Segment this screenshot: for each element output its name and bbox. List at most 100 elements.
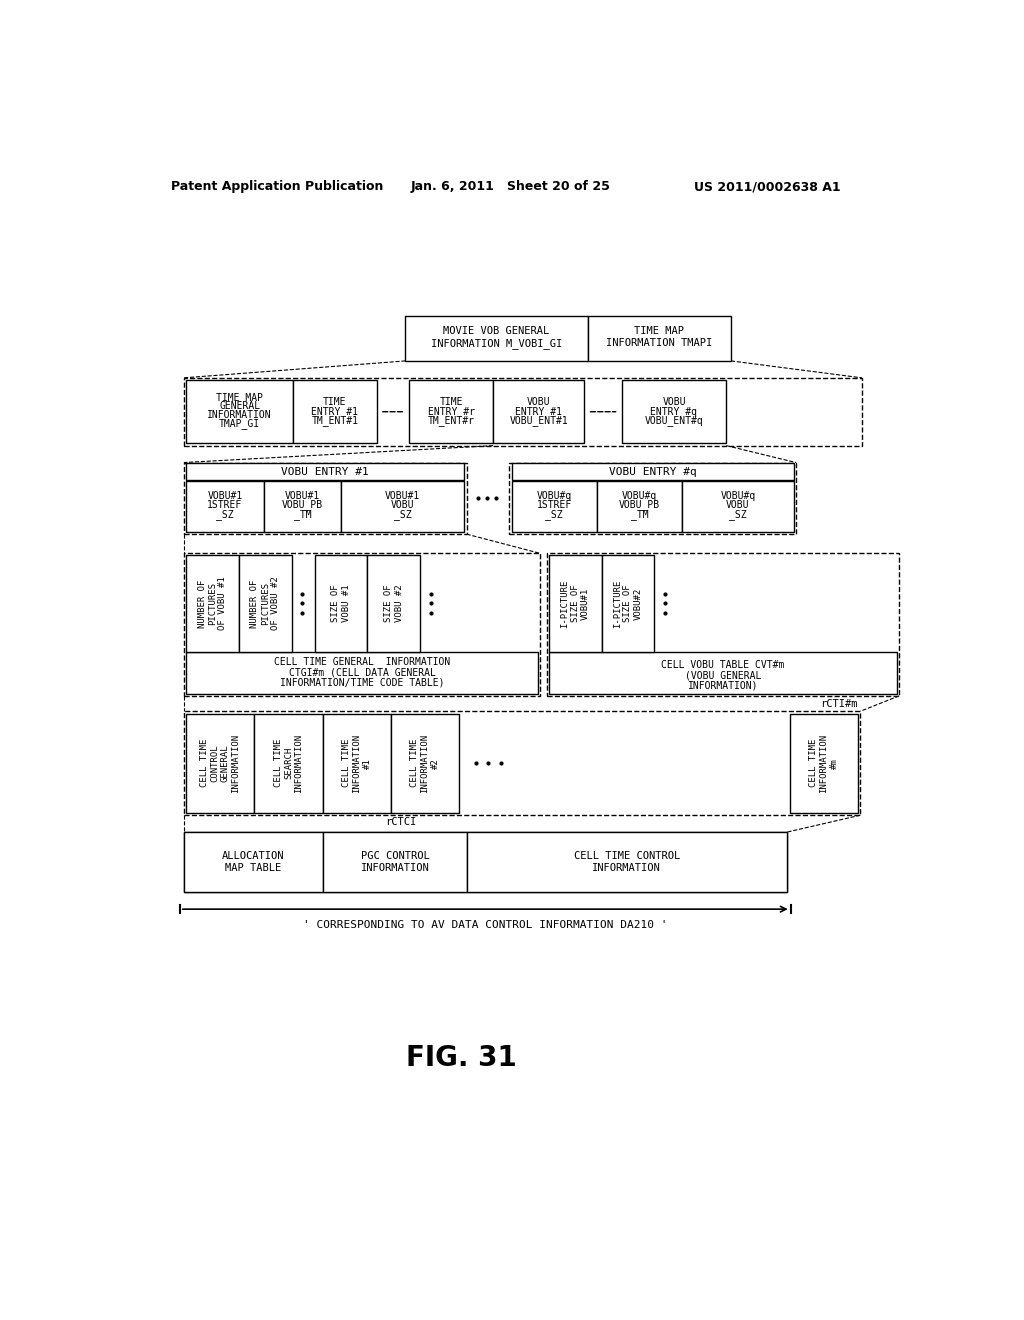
Text: VOBU_PB: VOBU_PB (282, 499, 323, 511)
Text: INFORMATION: INFORMATION (207, 409, 272, 420)
Text: ENTRY #r: ENTRY #r (428, 407, 475, 417)
Text: ENTRY #1: ENTRY #1 (311, 407, 358, 417)
Bar (682, 480, 794, 532)
Bar (186, 380, 293, 444)
Text: NUMBER OF
PICTURES
OF VOBU #1: NUMBER OF PICTURES OF VOBU #1 (198, 577, 227, 631)
Text: CELL TIME
INFORMATION
#1: CELL TIME INFORMATION #1 (342, 734, 372, 793)
Text: I-PICTURE
SIZE OF
VOBU#1: I-PICTURE SIZE OF VOBU#1 (560, 579, 590, 627)
Text: VOBU ENTRY #q: VOBU ENTRY #q (609, 467, 696, 477)
Bar (293, 380, 377, 444)
Bar (597, 480, 682, 532)
Bar (601, 554, 654, 652)
Text: SIZE OF
VOBU #2: SIZE OF VOBU #2 (384, 585, 403, 622)
Bar (406, 317, 588, 360)
Text: INFORMATION): INFORMATION) (687, 681, 758, 690)
Bar (183, 462, 467, 535)
Text: ENTRY #q: ENTRY #q (650, 407, 697, 417)
Text: CTGI#m (CELL DATA GENERAL: CTGI#m (CELL DATA GENERAL (289, 668, 435, 677)
Bar (368, 554, 420, 652)
Bar (512, 463, 794, 480)
Text: TM_ENT#1: TM_ENT#1 (311, 416, 358, 426)
Bar (186, 554, 239, 652)
Text: CELL TIME CONTROL: CELL TIME CONTROL (573, 851, 680, 861)
Text: rCTI#m: rCTI#m (820, 698, 857, 709)
Bar (263, 480, 341, 532)
Text: INFORMATION/TIME CODE TABLE): INFORMATION/TIME CODE TABLE) (280, 677, 444, 688)
Text: US 2011/0002638 A1: US 2011/0002638 A1 (693, 181, 841, 194)
Bar (186, 714, 254, 813)
Bar (549, 554, 601, 652)
Text: (VOBU GENERAL: (VOBU GENERAL (685, 671, 761, 680)
Text: VOBU: VOBU (663, 397, 686, 408)
Text: NUMBER OF
PICTURES
OF VOBU #2: NUMBER OF PICTURES OF VOBU #2 (250, 577, 281, 631)
Text: PGC CONTROL: PGC CONTROL (360, 851, 429, 861)
Text: VOBU: VOBU (527, 397, 551, 408)
Text: VOBU: VOBU (391, 500, 415, 510)
Text: TM_ENT#r: TM_ENT#r (428, 416, 475, 426)
Bar (254, 714, 323, 813)
Text: _SZ: _SZ (216, 508, 233, 520)
Bar (183, 711, 860, 816)
Bar (323, 714, 391, 813)
Text: VOBU_PB: VOBU_PB (618, 499, 660, 511)
Text: SIZE OF
VOBU #1: SIZE OF VOBU #1 (332, 585, 351, 622)
Text: I-PICTURE
SIZE OF
VOBU#2: I-PICTURE SIZE OF VOBU#2 (613, 579, 643, 627)
Text: VOBU ENTRY #1: VOBU ENTRY #1 (282, 467, 369, 477)
Text: CELL TIME
INFORMATION
#2: CELL TIME INFORMATION #2 (410, 734, 439, 793)
Text: CELL TIME
INFORMATION
#m: CELL TIME INFORMATION #m (809, 734, 839, 793)
Text: _SZ: _SZ (546, 508, 563, 520)
Bar (186, 652, 538, 694)
Text: ' CORRESPONDING TO AV DATA CONTROL INFORMATION DA210 ': ' CORRESPONDING TO AV DATA CONTROL INFOR… (303, 920, 668, 929)
Text: TIME MAP: TIME MAP (216, 393, 263, 403)
Bar (391, 714, 459, 813)
Bar (186, 463, 464, 480)
Bar (341, 480, 464, 532)
Text: VOBU#q: VOBU#q (720, 491, 756, 500)
Text: INFORMATION: INFORMATION (360, 863, 429, 874)
Text: _SZ: _SZ (394, 508, 412, 520)
Text: MAP TABLE: MAP TABLE (225, 863, 282, 874)
Text: VOBU: VOBU (726, 500, 750, 510)
Text: INFORMATION TMAPI: INFORMATION TMAPI (606, 338, 713, 348)
Bar (588, 317, 731, 360)
Text: rCTCI: rCTCI (385, 817, 417, 828)
Text: INFORMATION M_VOBI_GI: INFORMATION M_VOBI_GI (431, 338, 562, 348)
Bar (549, 652, 897, 694)
Text: VOBU#q: VOBU#q (537, 491, 571, 500)
Text: TMAP_GI: TMAP_GI (219, 418, 260, 429)
Text: _TM: _TM (631, 508, 648, 520)
Text: CELL TIME
CONTROL
GENERAL
INFORMATION: CELL TIME CONTROL GENERAL INFORMATION (200, 734, 241, 793)
Bar (314, 554, 368, 652)
Text: ALLOCATION: ALLOCATION (222, 851, 285, 861)
Bar (186, 480, 263, 532)
Bar (183, 378, 862, 446)
Text: VOBU#q: VOBU#q (622, 491, 657, 500)
Text: VOBU_ENT#1: VOBU_ENT#1 (509, 416, 568, 426)
Text: VOBU#1: VOBU#1 (285, 491, 319, 500)
Text: ENTRY #1: ENTRY #1 (515, 407, 562, 417)
Text: MOVIE VOB GENERAL: MOVIE VOB GENERAL (443, 326, 550, 335)
Text: Jan. 6, 2011   Sheet 20 of 25: Jan. 6, 2011 Sheet 20 of 25 (411, 181, 610, 194)
Text: 1STREF: 1STREF (537, 500, 571, 510)
Bar (622, 380, 726, 444)
Text: CELL TIME GENERAL  INFORMATION: CELL TIME GENERAL INFORMATION (274, 657, 451, 668)
Bar (512, 480, 597, 532)
Text: INFORMATION: INFORMATION (592, 863, 662, 874)
Bar (410, 380, 493, 444)
Text: VOBU_ENT#q: VOBU_ENT#q (645, 416, 703, 426)
Bar (493, 380, 585, 444)
Text: TIME: TIME (439, 397, 463, 408)
Text: CELL TIME
SEARCH
INFORMATION: CELL TIME SEARCH INFORMATION (273, 734, 303, 793)
Bar (183, 832, 786, 892)
Bar (239, 554, 292, 652)
Text: FIG. 31: FIG. 31 (406, 1044, 517, 1072)
Bar (324, 832, 467, 892)
Bar (790, 714, 858, 813)
Bar (467, 832, 786, 892)
Text: _SZ: _SZ (729, 508, 746, 520)
Text: 1STREF: 1STREF (207, 500, 243, 510)
Bar (183, 832, 324, 892)
Text: _TM: _TM (294, 508, 311, 520)
Text: Patent Application Publication: Patent Application Publication (171, 181, 383, 194)
Bar (509, 462, 796, 535)
